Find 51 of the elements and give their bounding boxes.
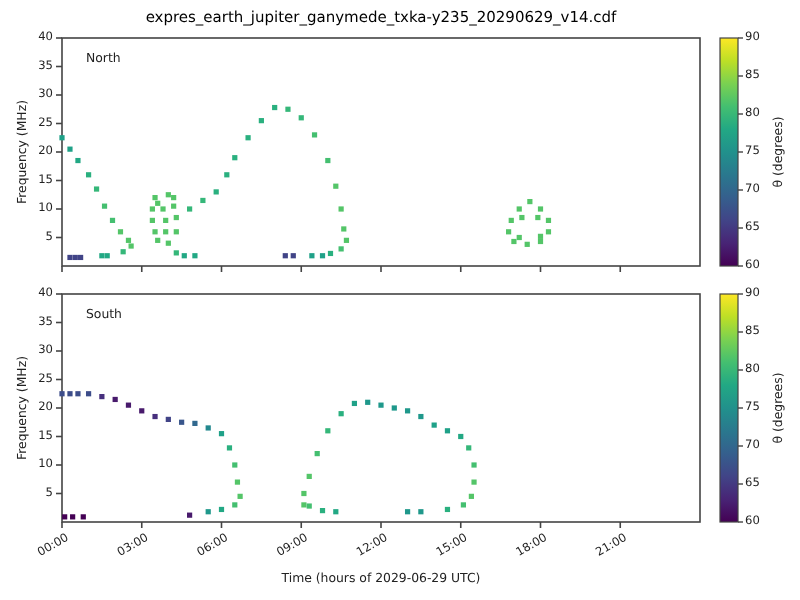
point xyxy=(165,416,171,422)
point xyxy=(431,422,437,428)
point xyxy=(75,391,81,397)
point xyxy=(80,514,86,520)
point xyxy=(404,408,411,414)
point xyxy=(466,445,472,451)
point xyxy=(306,473,312,479)
point xyxy=(234,479,241,485)
point xyxy=(205,509,211,515)
point xyxy=(325,428,331,434)
point xyxy=(319,508,326,514)
point xyxy=(378,402,384,408)
point xyxy=(70,514,76,520)
point xyxy=(444,428,451,434)
point xyxy=(306,503,312,509)
point xyxy=(99,394,105,400)
point xyxy=(237,493,243,499)
point xyxy=(85,391,92,397)
point xyxy=(404,509,411,515)
point xyxy=(205,425,211,431)
point xyxy=(351,400,358,407)
point xyxy=(418,413,424,420)
point xyxy=(192,420,198,426)
point xyxy=(232,462,238,468)
point xyxy=(62,514,68,520)
point xyxy=(232,502,238,508)
point xyxy=(226,445,233,451)
point xyxy=(391,405,397,411)
point xyxy=(471,479,477,485)
point xyxy=(125,402,132,408)
point xyxy=(468,493,474,499)
point xyxy=(338,411,344,417)
point xyxy=(179,419,185,425)
point xyxy=(444,506,451,513)
point xyxy=(458,433,464,440)
point xyxy=(471,462,477,468)
point xyxy=(112,396,118,403)
point xyxy=(139,408,145,414)
point xyxy=(460,502,467,508)
point xyxy=(152,413,158,420)
point xyxy=(314,451,320,457)
point xyxy=(218,506,225,513)
point xyxy=(218,431,225,437)
point xyxy=(59,391,65,397)
point xyxy=(418,509,424,515)
point xyxy=(187,512,193,518)
point xyxy=(67,391,73,397)
point xyxy=(365,399,371,405)
point xyxy=(301,502,307,508)
point xyxy=(301,490,307,497)
point xyxy=(333,509,339,515)
